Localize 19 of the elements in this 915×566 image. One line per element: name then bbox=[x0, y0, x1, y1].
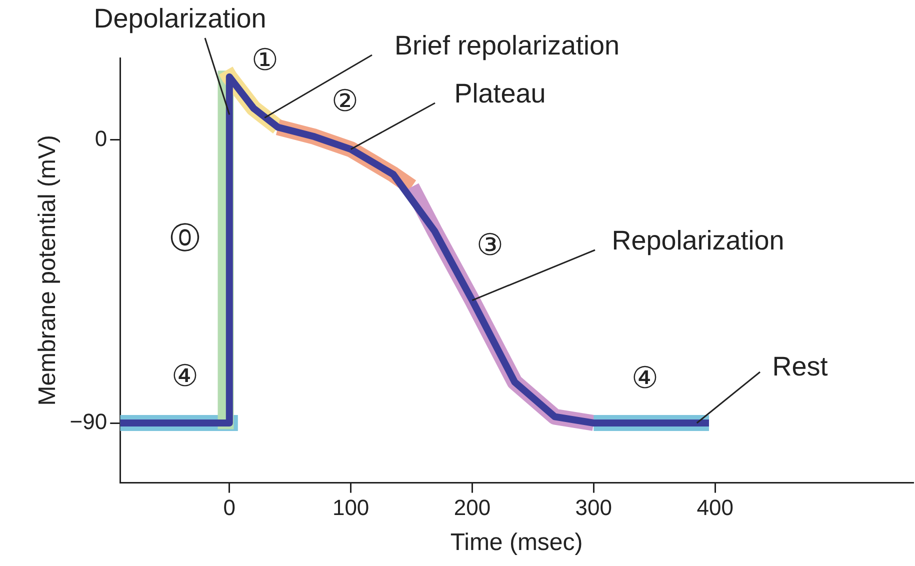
annotation: Repolarization bbox=[612, 225, 784, 256]
x-tick-label: 100 bbox=[332, 495, 370, 520]
x-tick-label: 300 bbox=[575, 495, 612, 520]
annotation: ④ bbox=[632, 360, 658, 396]
annotation: Brief repolarization bbox=[394, 30, 620, 60]
annotation: ⓪ bbox=[170, 220, 200, 256]
annotation: Rest bbox=[772, 351, 828, 382]
annotation: ③ bbox=[476, 228, 504, 263]
annotation: Depolarization bbox=[94, 3, 266, 34]
annotation: ② bbox=[332, 84, 358, 119]
x-tick-label: 200 bbox=[454, 495, 491, 520]
annotation: Plateau bbox=[454, 78, 546, 108]
x-tick-label: 400 bbox=[696, 495, 734, 520]
y-tick-label: −90 bbox=[70, 409, 108, 434]
y-axis-title: Membrane potential (mV) bbox=[34, 135, 62, 406]
annotation: ① bbox=[252, 42, 278, 78]
x-axis-title: Time (msec) bbox=[450, 529, 583, 556]
x-tick-label: 0 bbox=[223, 495, 236, 520]
annotation: ④ bbox=[172, 358, 198, 394]
